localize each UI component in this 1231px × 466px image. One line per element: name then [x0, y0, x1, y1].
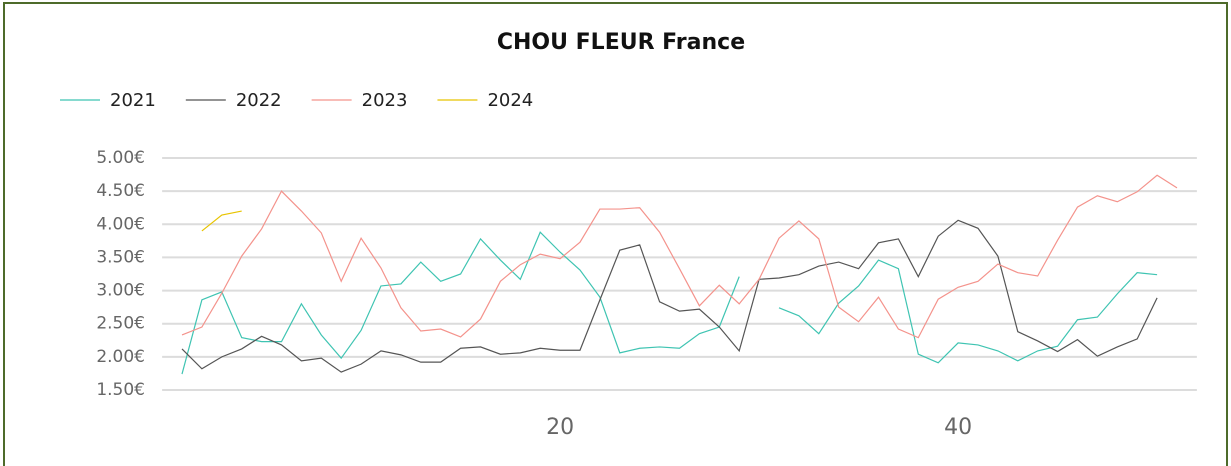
y-tick-label: 3.00€: [96, 281, 145, 301]
y-tick-label: 3.50€: [96, 247, 145, 267]
series-line: [181, 219, 1158, 373]
legend-label: 2022: [236, 90, 282, 111]
x-tick-label: 40: [944, 415, 972, 440]
y-tick-label: 4.00€: [96, 214, 145, 234]
series-line: [201, 210, 242, 232]
chart-title: CHOU FLEUR France: [497, 30, 745, 55]
x-tick-label: 20: [546, 415, 574, 440]
y-tick-label: 2.50€: [96, 314, 145, 334]
series-line: [778, 259, 1158, 364]
frame: [3, 2, 1228, 466]
y-tick-label: 1.50€: [96, 380, 145, 400]
legend-label: 2023: [362, 90, 408, 111]
y-tick-label: 2.00€: [96, 347, 145, 367]
y-tick-label: 4.50€: [96, 181, 145, 201]
legend-label: 2024: [487, 90, 533, 111]
series-line: [181, 174, 1178, 339]
legend-label: 2021: [110, 90, 156, 111]
y-tick-label: 5.00€: [96, 148, 145, 168]
